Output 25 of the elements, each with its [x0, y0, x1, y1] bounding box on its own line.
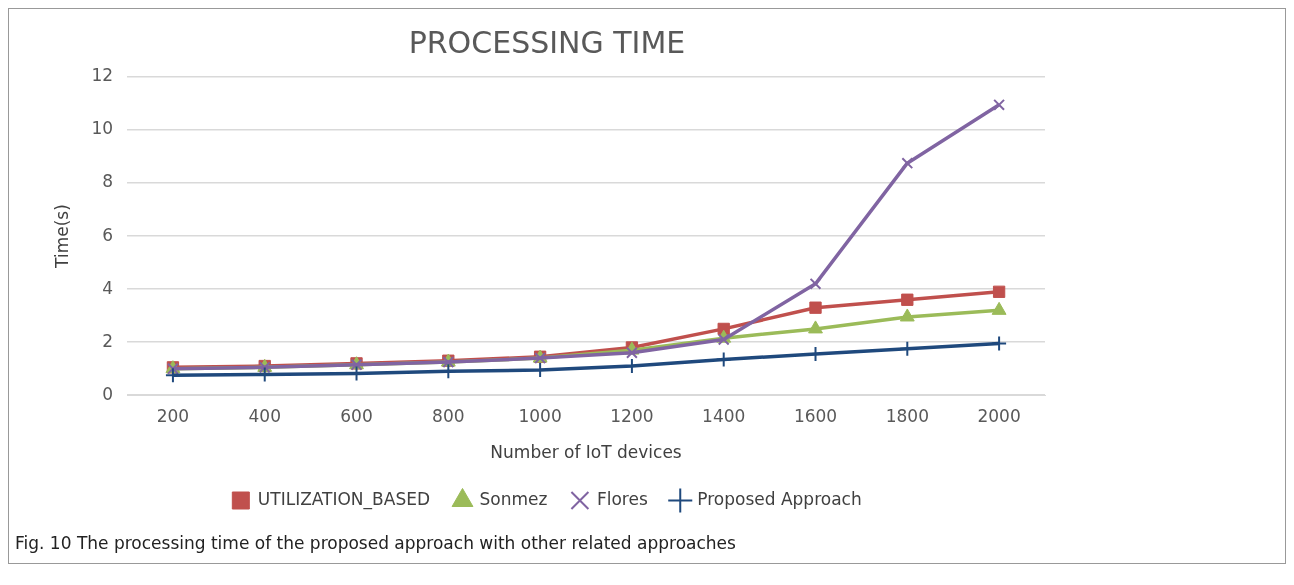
x-tick-label: 1200: [610, 405, 654, 426]
y-tick-label: 10: [91, 118, 114, 139]
x-tick-label: 200: [156, 405, 190, 426]
legend-label: Flores: [596, 488, 648, 509]
x-tick-label: 2000: [977, 405, 1021, 426]
legend-label: UTILIZATION_BASED: [257, 488, 431, 510]
y-tick-label: 2: [102, 330, 114, 351]
legend-label: Proposed Approach: [697, 488, 862, 509]
x-tick-label: 1800: [885, 405, 929, 426]
y-tick-label: 6: [102, 224, 114, 245]
chart-title: PROCESSING TIME: [408, 24, 686, 60]
y-tick-label: 4: [102, 277, 114, 298]
x-tick-label: 1000: [518, 405, 562, 426]
x-tick-label: 400: [248, 405, 281, 426]
caption: Fig. 10 The processing time of the proposed approach with other related approaches: [14, 532, 737, 555]
y-tick-label: 12: [91, 65, 114, 86]
x-tick-label: 800: [432, 405, 465, 426]
legend-label: Sonmez: [479, 488, 548, 509]
x-tick-label: 1400: [702, 405, 746, 426]
x-tick-label: 1600: [793, 405, 838, 426]
x-axis-title: Number of IoT devices: [490, 442, 682, 463]
y-tick-label: 0: [102, 383, 114, 404]
x-tick-label: 600: [340, 405, 373, 426]
y-axis-title: Time(s): [51, 204, 72, 269]
y-tick-label: 8: [102, 171, 114, 192]
